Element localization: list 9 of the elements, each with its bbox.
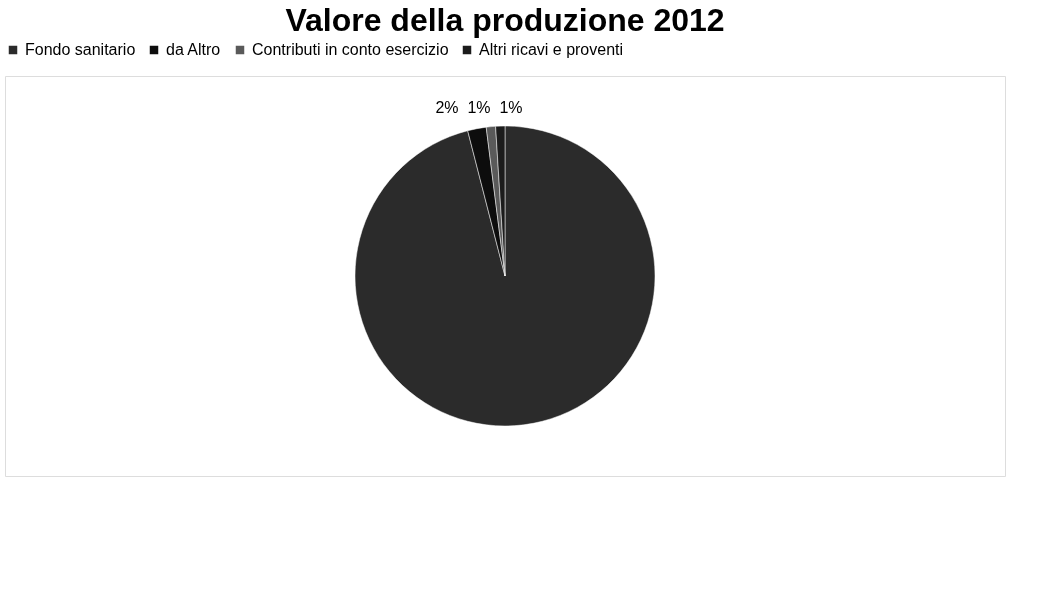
data-label: 2% (435, 99, 459, 116)
data-label: 1% (467, 99, 491, 116)
legend-label: Contributi in conto esercizio (252, 41, 449, 58)
pie-slice (354, 125, 656, 426)
legend-label: Altri ricavi e proventi (479, 41, 624, 58)
data-label: 1% (499, 99, 523, 116)
legend-label: Fondo sanitario (25, 41, 136, 58)
legend-label: da Altro (166, 41, 221, 58)
chart-title: Valore della produzione 2012 (285, 2, 725, 38)
